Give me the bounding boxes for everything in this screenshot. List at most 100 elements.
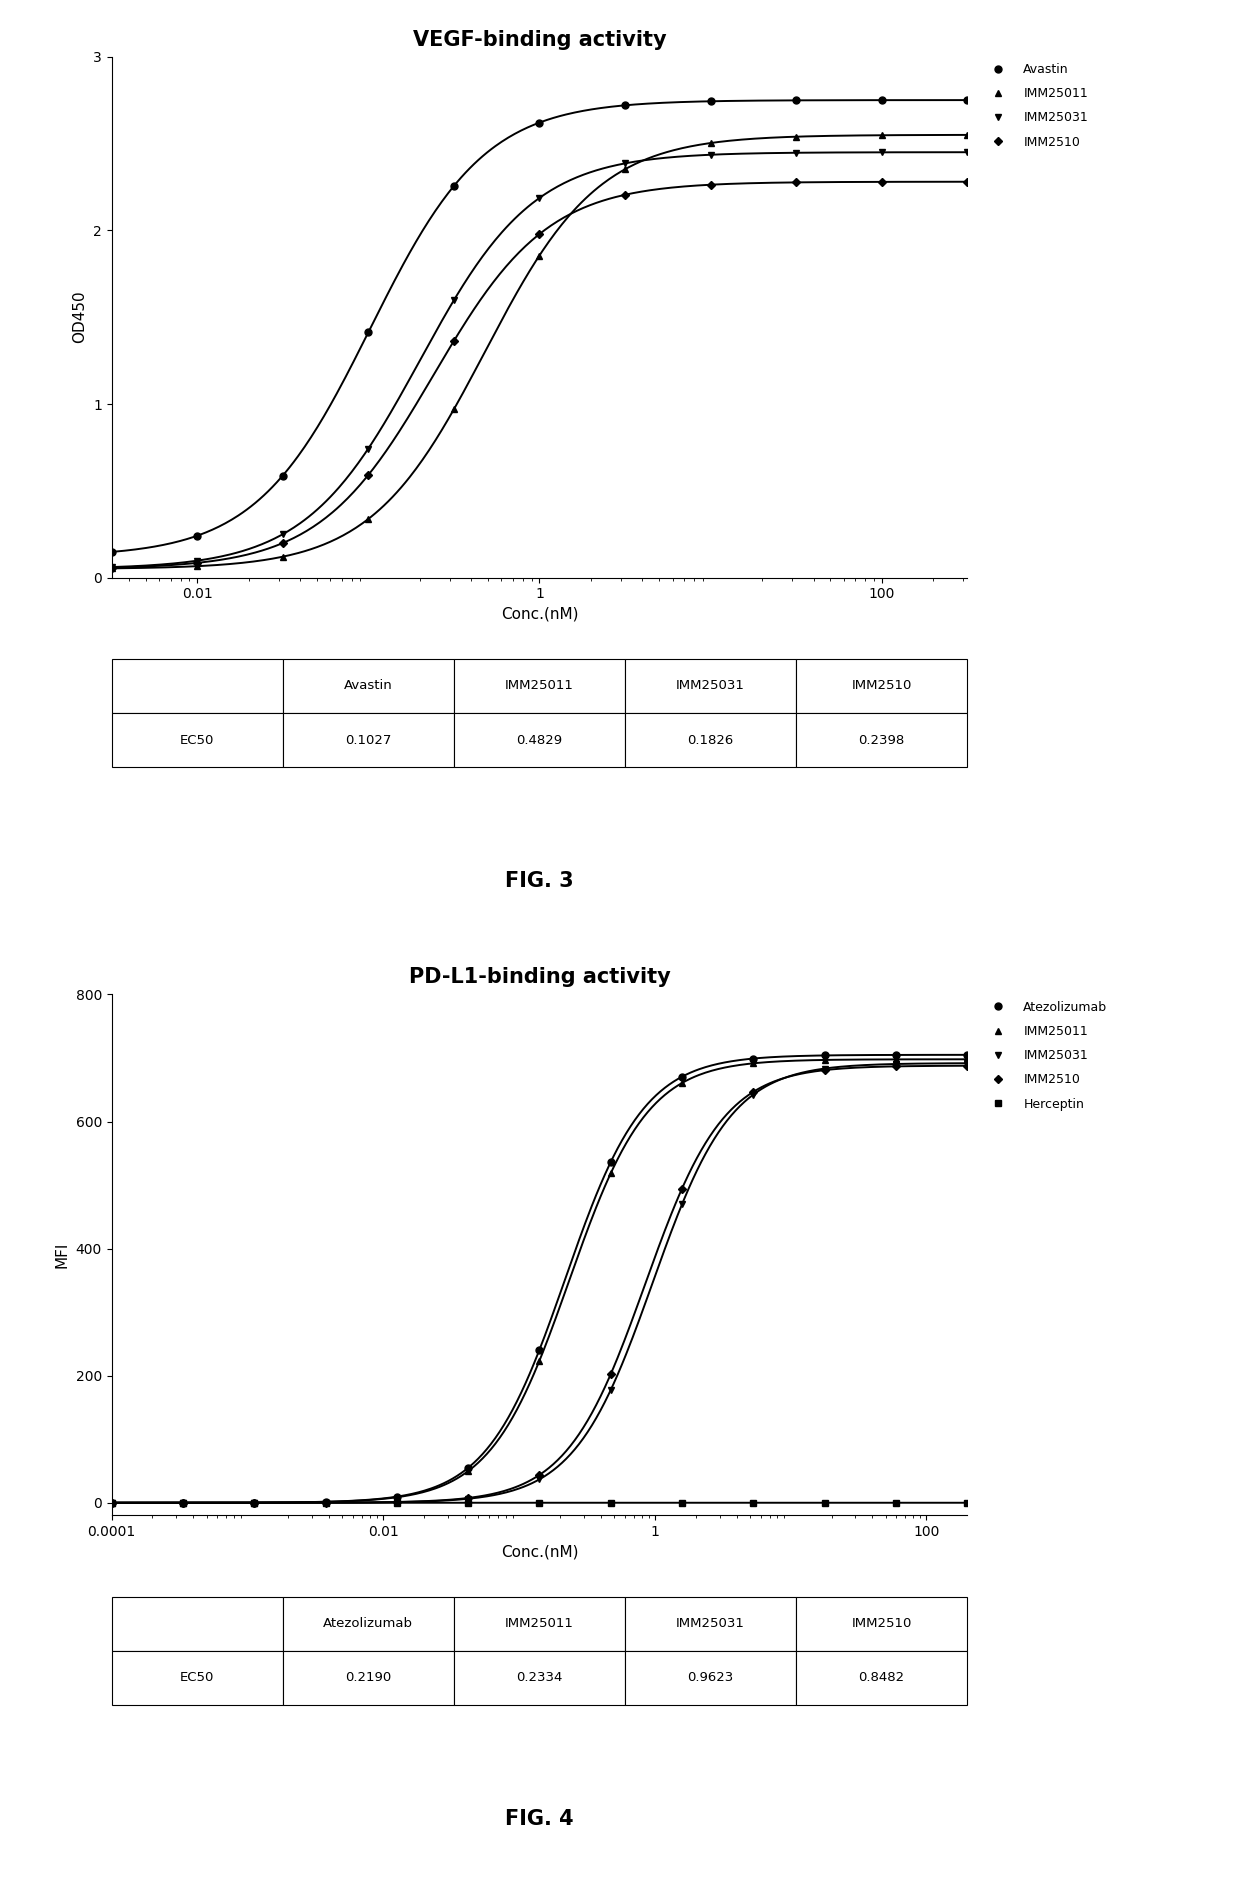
IMM2510 [960,1054,975,1077]
Avastin [789,89,804,111]
Line: IMM2510: IMM2510 [109,1064,970,1506]
IMM25031 [888,1052,903,1075]
Line: IMM25031: IMM25031 [108,149,971,570]
IMM25031 [317,1490,332,1513]
Atezolizumab [461,1456,476,1479]
IMM25011 [389,1487,404,1509]
IMM25031 [247,1492,262,1515]
Line: IMM2510: IMM2510 [109,179,970,570]
Herceptin [317,1492,332,1515]
IMM2510 [247,1492,262,1515]
Herceptin [247,1492,262,1515]
IMM25031 [176,1492,191,1515]
IMM2510 [389,1490,404,1513]
IMM2510 [461,1487,476,1509]
Avastin [874,89,889,111]
Line: IMM25031: IMM25031 [108,1060,971,1506]
IMM25011 [176,1492,191,1515]
Atezolizumab [532,1339,547,1362]
IMM25011 [604,1162,619,1184]
IMM2510 [888,1056,903,1079]
IMM25011 [789,125,804,147]
IMM25031 [618,151,632,174]
Line: Herceptin: Herceptin [109,1500,970,1506]
Line: Atezolizumab: Atezolizumab [108,1052,971,1506]
Avastin [361,321,376,344]
IMM25011 [703,132,718,155]
IMM25031 [604,1379,619,1402]
Avastin [190,525,205,548]
Herceptin [817,1492,832,1515]
IMM25011 [874,125,889,147]
IMM2510 [874,170,889,193]
Avastin [446,174,461,196]
Atezolizumab [604,1150,619,1173]
IMM25031 [389,1490,404,1513]
IMM25031 [104,1492,119,1515]
IMM25031 [532,1468,547,1490]
Herceptin [746,1492,761,1515]
IMM25011 [446,399,461,421]
Atezolizumab [317,1490,332,1513]
IMM2510 [176,1492,191,1515]
IMM25011 [317,1490,332,1513]
Title: PD-L1-binding activity: PD-L1-binding activity [408,967,671,988]
Herceptin [960,1492,975,1515]
IMM25031 [275,523,290,546]
Y-axis label: MFI: MFI [55,1241,69,1268]
IMM2510 [275,531,290,553]
Atezolizumab [817,1045,832,1067]
IMM25011 [888,1048,903,1071]
Avastin [104,540,119,563]
Text: FIG. 4: FIG. 4 [505,1808,574,1829]
IMM25011 [361,508,376,531]
Line: Avastin: Avastin [108,96,971,555]
Atezolizumab [389,1485,404,1507]
IMM2510 [675,1177,689,1200]
IMM2510 [532,223,547,246]
X-axis label: Conc.(nM): Conc.(nM) [501,606,578,621]
Line: IMM25011: IMM25011 [108,132,971,572]
IMM25011 [817,1048,832,1071]
Line: IMM25011: IMM25011 [108,1056,971,1506]
Herceptin [176,1492,191,1515]
Avastin [703,91,718,113]
IMM25011 [532,244,547,266]
Title: VEGF-binding activity: VEGF-binding activity [413,30,666,49]
IMM25031 [789,142,804,164]
Herceptin [532,1492,547,1515]
IMM25031 [874,142,889,164]
IMM25031 [532,187,547,210]
Herceptin [389,1492,404,1515]
IMM25031 [446,289,461,312]
IMM25011 [461,1460,476,1483]
IMM25011 [190,555,205,578]
IMM25031 [817,1058,832,1081]
Herceptin [604,1492,619,1515]
X-axis label: Conc.(nM): Conc.(nM) [501,1545,578,1560]
IMM2510 [789,172,804,195]
IMM25031 [675,1194,689,1217]
IMM25011 [275,546,290,569]
IMM2510 [604,1362,619,1385]
Atezolizumab [247,1490,262,1513]
IMM25011 [247,1490,262,1513]
IMM2510 [703,174,718,196]
IMM25011 [675,1071,689,1094]
IMM25031 [746,1082,761,1105]
IMM25011 [960,1048,975,1071]
IMM25011 [618,159,632,181]
IMM25011 [532,1349,547,1371]
Herceptin [888,1492,903,1515]
Atezolizumab [104,1492,119,1515]
IMM2510 [960,170,975,193]
Herceptin [461,1492,476,1515]
IMM25031 [960,1052,975,1075]
Legend: Avastin, IMM25011, IMM25031, IMM2510: Avastin, IMM25011, IMM25031, IMM2510 [982,62,1087,149]
IMM25031 [960,142,975,164]
Herceptin [675,1492,689,1515]
Herceptin [104,1492,119,1515]
IMM25011 [746,1052,761,1075]
Text: FIG. 3: FIG. 3 [505,871,574,892]
Atezolizumab [888,1043,903,1065]
